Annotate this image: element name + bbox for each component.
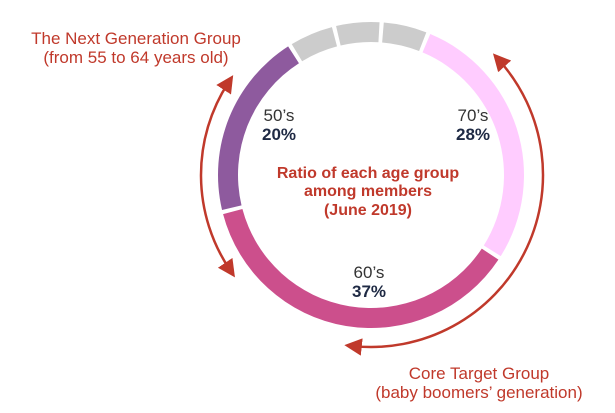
donut-slice-other-5: [382, 22, 427, 52]
chart-date-label: (June 2019): [324, 202, 412, 219]
next-generation-arrow: [199, 75, 235, 278]
chart-title-line-1: Ratio of each age group: [277, 165, 459, 182]
chart-title-line-2: among members: [304, 183, 432, 200]
slice-label-60s: 60’s: [354, 263, 385, 282]
slice-label-70s: 70’s: [458, 106, 489, 125]
donut-slice-other-3: [291, 27, 338, 62]
slice-value-70s: 28%: [456, 125, 490, 144]
next-generation-sublabel: (from 55 to 64 years old): [43, 48, 228, 67]
core-target-arrow: [344, 53, 545, 356]
slice-label-50s: 50’s: [264, 106, 295, 125]
donut-slice-other-4: [336, 21, 380, 46]
donut-slice-70ss: [422, 33, 524, 257]
slice-value-60s: 37%: [352, 282, 386, 301]
slice-value-50s: 20%: [262, 125, 296, 144]
next-generation-label: The Next Generation Group: [31, 29, 241, 48]
core-target-sublabel: (baby boomers’ generation): [375, 383, 582, 402]
core-target-label: Core Target Group: [409, 364, 549, 383]
